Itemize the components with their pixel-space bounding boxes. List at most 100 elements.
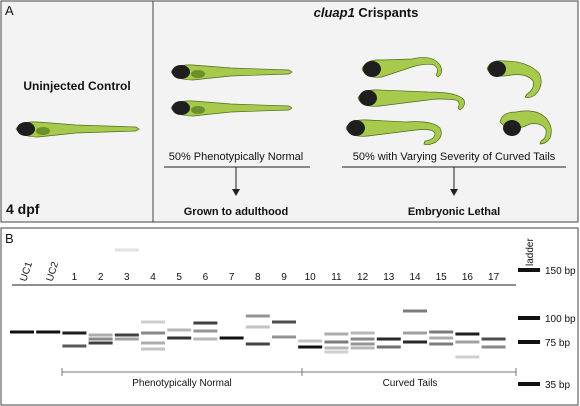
- gel-band: [272, 320, 296, 324]
- gel-band: [62, 331, 87, 335]
- ladder-label-75: 75 bp: [545, 338, 570, 349]
- ladder-label: ladder: [525, 238, 536, 266]
- gel-band: [62, 344, 87, 348]
- larva-normal-2: [170, 100, 293, 117]
- gel-band: [350, 331, 375, 335]
- larva-control: [15, 121, 140, 138]
- gel-band: [324, 332, 349, 336]
- ladder-label-100: 100 bp: [545, 314, 576, 325]
- curved-caption: 50% with Varying Severity of Curved Tail…: [353, 151, 556, 163]
- lane-label-1: 1: [72, 272, 78, 283]
- gel-band: [324, 340, 349, 344]
- gel-band: [429, 330, 454, 334]
- gel-band: [245, 314, 270, 318]
- lane-label-14: 14: [409, 272, 421, 283]
- lane-label-16: 16: [462, 272, 474, 283]
- normal-arrow-head: [232, 189, 240, 196]
- gel-band: [403, 340, 427, 344]
- normal-outcome: Grown to adulthood: [184, 206, 288, 218]
- larva-curved-2: [357, 89, 465, 111]
- gel-band: [429, 336, 454, 340]
- lane-label-2: 2: [98, 272, 104, 283]
- larva-normal-1: [170, 64, 293, 81]
- lane-label-12: 12: [357, 272, 369, 283]
- gel-band: [429, 342, 454, 346]
- gel-band: [376, 337, 401, 341]
- gel-band: [350, 346, 375, 350]
- gel-band: [455, 355, 480, 359]
- control-title: Uninjected Control: [23, 79, 130, 93]
- gel-band: [245, 325, 270, 329]
- larva-curved-1: [361, 57, 442, 78]
- gel-band: [114, 333, 139, 337]
- gel-band: [141, 331, 165, 335]
- gel-band: [298, 345, 323, 349]
- larva-curved-3: [345, 119, 442, 146]
- gel-band: [167, 328, 192, 332]
- gel-band: [324, 350, 349, 354]
- ladder-band-150: [518, 268, 540, 272]
- gel-band: [141, 347, 165, 351]
- gel-band: [193, 337, 218, 341]
- gel-band: [350, 342, 375, 346]
- gel-band: [114, 248, 139, 252]
- lane-label-7: 7: [229, 272, 235, 283]
- lane-label-11: 11: [331, 272, 342, 283]
- lane-label-9: 9: [281, 272, 287, 283]
- panel-b-box: [0, 227, 579, 406]
- lane-label-15: 15: [436, 272, 448, 283]
- gel-band: [245, 342, 270, 346]
- larva-curved-4: [486, 60, 542, 99]
- gel-band: [193, 321, 218, 325]
- curved-outcome: Embryonic Lethal: [408, 206, 500, 218]
- ladder: 150 bp 100 bp 75 bp 35 bp: [518, 266, 576, 391]
- gel-band: [36, 330, 61, 334]
- gel-band: [324, 346, 349, 350]
- group-curved-label: Curved Tails: [383, 378, 438, 389]
- gel-band: [350, 337, 375, 341]
- panel-b-letter: B: [5, 231, 14, 246]
- gel-band: [455, 340, 480, 344]
- normal-caption: 50% Phenotypically Normal: [169, 151, 304, 163]
- lane-label-8: 8: [255, 272, 261, 283]
- stage-label: 4 dpf: [6, 201, 40, 217]
- panel-a-letter: A: [5, 3, 14, 18]
- gel-band: [114, 337, 139, 341]
- gel-bands: [10, 248, 506, 359]
- lane-labels: UC1 UC2 1 2 3 4 5 6 7 8 9 10 11 12 13 14 15 16 17: [18, 260, 499, 283]
- gel-band: [141, 320, 165, 324]
- gel-band: [193, 329, 218, 333]
- lane-label-3: 3: [124, 272, 130, 283]
- lane-label-4: 4: [150, 272, 156, 283]
- gel-band: [298, 339, 323, 343]
- ladder-band-35: [518, 382, 540, 386]
- crispant-title: cluap1 Crispants: [314, 5, 419, 20]
- crispant-suffix: Crispants: [355, 5, 419, 20]
- ladder-band-100: [518, 316, 540, 320]
- gel-band: [88, 333, 113, 337]
- curved-arrow-head: [450, 189, 458, 196]
- gel-band: [481, 345, 506, 349]
- ladder-label-150: 150 bp: [545, 266, 576, 277]
- ladder-band-75: [518, 340, 540, 344]
- gel-band: [403, 309, 427, 313]
- gel-band: [403, 331, 427, 335]
- lane-label-13: 13: [383, 272, 395, 283]
- crispant-gene: cluap1: [314, 5, 355, 20]
- lane-label-10: 10: [305, 272, 317, 283]
- gel-band: [272, 335, 296, 339]
- gel-band: [219, 336, 244, 340]
- gel-band: [455, 332, 480, 336]
- lane-label-5: 5: [176, 272, 182, 283]
- gel-band: [88, 337, 113, 341]
- gel-band: [10, 330, 34, 334]
- panel-a-left-box: [0, 0, 154, 223]
- larva-curved-5: [499, 110, 552, 145]
- gel-band: [88, 341, 113, 345]
- group-normal-label: Phenotypically Normal: [132, 378, 232, 389]
- lane-label-17: 17: [488, 272, 500, 283]
- gel-band: [141, 341, 165, 345]
- lane-label-6: 6: [203, 272, 209, 283]
- ladder-label-35: 35 bp: [545, 380, 570, 391]
